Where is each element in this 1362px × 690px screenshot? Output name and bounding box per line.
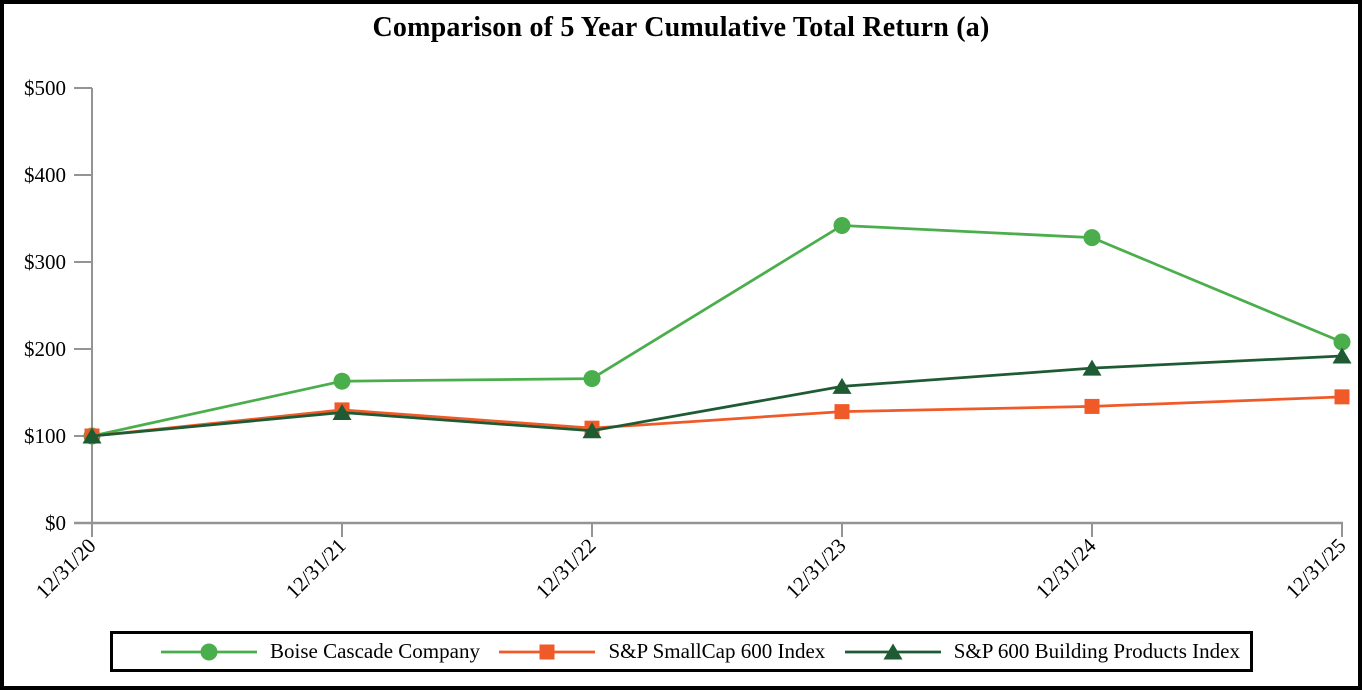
data-point	[1334, 389, 1350, 405]
y-axis-tick-label: $400	[24, 163, 66, 187]
data-point	[1084, 398, 1100, 414]
data-point	[82, 427, 102, 444]
legend-triangle-marker-icon	[844, 643, 941, 659]
data-point	[333, 372, 351, 390]
legend-item-label: S&P 600 Building Products Index	[953, 639, 1240, 663]
y-axis-tick-label: $0	[45, 511, 66, 535]
series-line-2	[91, 354, 1343, 438]
x-axis-tick-label: 12/31/24	[1031, 533, 1101, 603]
x-axis-tick-label: 12/31/23	[781, 534, 851, 604]
y-axis-tick-label: $100	[24, 424, 66, 448]
data-point	[1332, 347, 1352, 364]
chart-legend: Boise Cascade Company S&P SmallCap 600 I…	[110, 631, 1253, 672]
x-axis-tick-label: 12/31/25	[1281, 534, 1351, 604]
total-return-line-chart: $0 $100 $200 $300 $400 $500 12/31/20 12/31/21 12…	[24, 76, 1352, 604]
y-axis-tick-label: $200	[24, 337, 66, 361]
data-point	[1082, 359, 1102, 376]
legend-item-label: Boise Cascade Company	[270, 639, 480, 663]
x-axis-tick-label: 12/31/20	[31, 534, 101, 604]
data-point	[1083, 229, 1101, 247]
legend-item-2: S&P 600 Building Products Index	[844, 639, 1240, 664]
x-axis-tick-label: 12/31/22	[531, 534, 601, 604]
chart-title: Comparison of 5 Year Cumulative Total Re…	[372, 12, 990, 43]
series-line-0	[91, 224, 1343, 438]
data-point	[833, 216, 851, 234]
data-point	[834, 404, 850, 420]
legend-sample-marker	[200, 643, 218, 660]
data-point	[1333, 333, 1351, 351]
series-line-1	[91, 395, 1343, 438]
x-axis-tick-label: 12/31/21	[281, 534, 351, 604]
legend-square-marker-icon	[499, 644, 596, 659]
legend-item-0: Boise Cascade Company	[161, 639, 480, 664]
legend-sample-marker	[883, 643, 903, 659]
legend-item-label: S&P SmallCap 600 Index	[608, 639, 826, 663]
data-point	[582, 422, 602, 439]
y-axis-tick-label: $500	[24, 76, 66, 100]
data-point	[832, 377, 852, 394]
data-point	[583, 370, 601, 388]
data-point	[332, 404, 352, 421]
legend-item-1: S&P SmallCap 600 Index	[499, 639, 825, 664]
y-axis-tick-label: $300	[24, 250, 66, 274]
legend-sample-marker	[539, 644, 555, 659]
legend-circle-marker-icon	[161, 643, 257, 660]
